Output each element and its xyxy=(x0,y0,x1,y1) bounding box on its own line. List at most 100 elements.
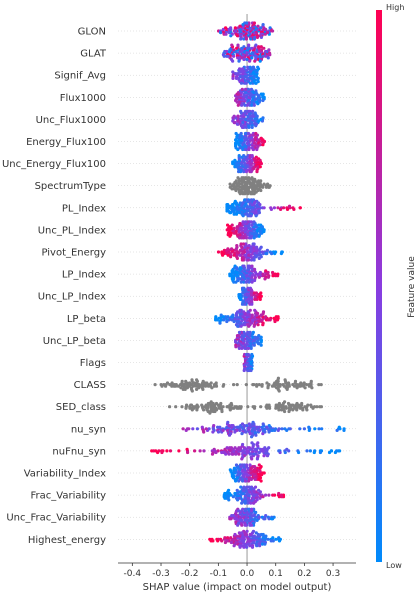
shap-point xyxy=(277,491,281,496)
shap-point xyxy=(236,103,240,107)
shap-point xyxy=(237,509,241,513)
shap-point xyxy=(262,139,267,144)
shap-point xyxy=(234,345,238,349)
shap-point xyxy=(250,313,254,317)
shap-point xyxy=(190,389,194,393)
shap-point xyxy=(238,248,242,252)
shap-point xyxy=(253,267,257,271)
shap-point xyxy=(219,401,223,406)
shap-point xyxy=(252,324,256,328)
shap-point xyxy=(257,334,261,338)
shap-point xyxy=(231,70,235,74)
shap-point xyxy=(240,286,245,290)
feature-label: SpectrumType xyxy=(35,181,106,192)
shap-point xyxy=(255,518,259,523)
shap-point xyxy=(229,540,233,545)
shap-point xyxy=(200,403,204,407)
shap-point xyxy=(209,381,213,385)
shap-point xyxy=(263,542,267,546)
shap-point xyxy=(253,177,257,181)
shap-point xyxy=(220,450,224,455)
shap-point xyxy=(244,37,248,41)
shap-point xyxy=(254,214,258,218)
shap-point xyxy=(221,428,225,432)
feature-label: PL_Index xyxy=(62,203,106,214)
shap-point xyxy=(253,335,257,339)
shap-point xyxy=(242,485,246,489)
shap-point xyxy=(309,379,313,383)
shap-point xyxy=(248,463,252,467)
shap-point xyxy=(250,457,254,461)
shap-point xyxy=(154,449,158,453)
shap-point xyxy=(232,319,236,324)
shap-point xyxy=(222,450,226,455)
shap-point xyxy=(249,477,253,481)
shap-point xyxy=(283,400,287,404)
shap-point xyxy=(243,346,247,350)
shap-point xyxy=(236,523,240,527)
shap-point xyxy=(210,452,215,456)
shap-point xyxy=(261,422,265,426)
shap-point xyxy=(303,405,307,409)
shap-point xyxy=(223,536,227,540)
shap-point xyxy=(229,536,233,540)
shap-point xyxy=(249,37,253,41)
shap-point xyxy=(239,109,243,113)
shap-point xyxy=(278,537,282,541)
shap-point xyxy=(228,406,232,410)
shap-point xyxy=(222,318,226,322)
shap-point xyxy=(241,23,245,27)
shap-point xyxy=(232,466,236,470)
shap-point xyxy=(190,378,194,382)
shap-point xyxy=(252,133,256,137)
shap-point xyxy=(250,545,255,549)
shap-point xyxy=(256,323,260,327)
shap-point xyxy=(226,223,230,227)
shap-point xyxy=(257,515,261,519)
shap-point xyxy=(252,383,256,387)
shap-point xyxy=(262,454,266,458)
shap-point xyxy=(275,318,280,322)
shap-point xyxy=(307,384,311,388)
shap-point xyxy=(218,321,222,325)
shap-point xyxy=(284,406,288,410)
shap-point xyxy=(264,315,268,319)
shap-point xyxy=(242,45,246,49)
shap-point xyxy=(249,258,254,262)
shap-point xyxy=(305,408,309,412)
shap-point xyxy=(240,523,244,527)
x-tick-label: -0.3 xyxy=(152,569,170,579)
shap-point xyxy=(235,46,239,50)
shap-point xyxy=(253,477,257,481)
shap-point xyxy=(214,401,219,406)
shap-point xyxy=(319,383,323,387)
shap-point xyxy=(292,384,297,388)
shap-point xyxy=(222,248,226,252)
shap-point xyxy=(299,381,303,385)
shap-point xyxy=(252,37,256,41)
shap-point xyxy=(263,517,267,521)
shap-point xyxy=(243,507,248,511)
shap-point xyxy=(258,143,262,147)
shap-point xyxy=(267,185,271,189)
shap-point xyxy=(212,384,216,388)
shap-point xyxy=(230,43,234,47)
shap-point xyxy=(245,21,249,25)
shap-point xyxy=(250,154,254,158)
shap-point xyxy=(257,463,261,467)
shap-point xyxy=(256,311,260,316)
shap-point xyxy=(238,490,242,494)
shap-point xyxy=(239,81,244,85)
shap-point xyxy=(225,446,229,450)
shap-point xyxy=(337,425,341,429)
shap-point xyxy=(270,252,274,256)
shap-point xyxy=(186,450,190,455)
shap-point xyxy=(168,405,172,409)
shap-point xyxy=(235,266,239,270)
shap-point xyxy=(295,408,299,412)
shap-point xyxy=(233,477,237,481)
shap-point xyxy=(251,529,256,533)
shap-point xyxy=(261,323,265,327)
shap-point xyxy=(222,54,226,58)
x-axis-ticks: -0.4 -0.3 -0.2 -0.1 0.0 0.1 0.2 0.3 xyxy=(124,563,340,579)
